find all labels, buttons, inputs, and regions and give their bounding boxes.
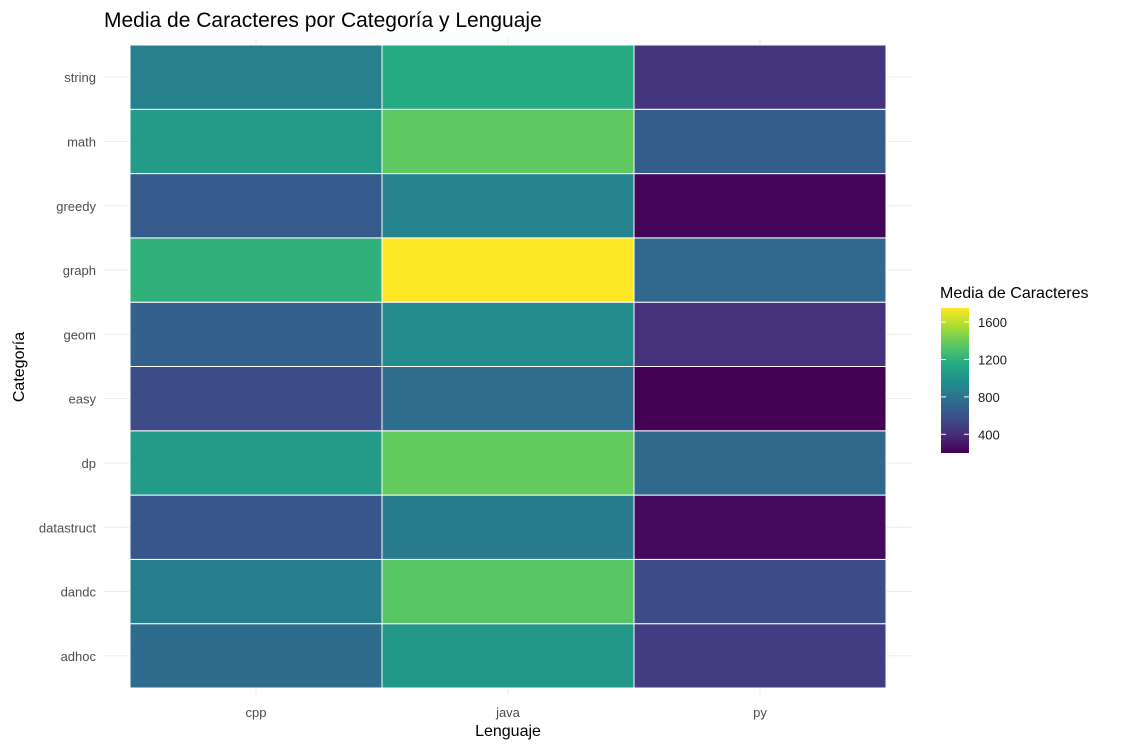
heatmap-cell-datastruct-py xyxy=(633,494,887,560)
y-tick-label: graph xyxy=(63,263,96,278)
heatmap-cell-greedy-cpp xyxy=(129,173,383,239)
legend-colorbar xyxy=(941,308,969,453)
heatmap-cell-string-cpp xyxy=(129,44,383,110)
heatmap-cell-easy-cpp xyxy=(129,366,383,432)
heatmap-cell-geom-py xyxy=(633,301,887,368)
x-tick-label: py xyxy=(753,705,767,720)
heatmap-cell-adhoc-py xyxy=(633,623,887,689)
heatmap-cell-datastruct-cpp xyxy=(129,494,383,560)
heatmap-cell-graph-java xyxy=(381,237,635,303)
heatmap-cell-dandc-java xyxy=(381,558,635,625)
heatmap-cell-greedy-py xyxy=(633,173,887,239)
heatmap-cell-adhoc-cpp xyxy=(129,623,383,689)
heatmap-cell-string-java xyxy=(381,44,635,110)
x-axis-title: Lenguaje xyxy=(475,723,541,740)
heatmap-cell-math-java xyxy=(381,108,635,175)
y-axis-title: Categoría xyxy=(11,332,28,402)
legend-tick-label: 800 xyxy=(978,390,1000,405)
y-tick-label: datastruct xyxy=(39,520,96,535)
heatmap-cell-geom-java xyxy=(381,301,635,368)
legend-tick-label: 1200 xyxy=(978,352,1007,367)
x-axis-ticks: cpp java py xyxy=(246,705,768,720)
heatmap-cell-graph-cpp xyxy=(129,237,383,303)
y-tick-label: string xyxy=(64,70,96,85)
heatmap-cell-adhoc-java xyxy=(381,623,635,689)
heatmap-tiles xyxy=(129,44,887,689)
chart-title: Media de Caracteres por Categoría y Leng… xyxy=(104,9,542,32)
legend-tick-label: 1600 xyxy=(978,315,1007,330)
heatmap-cell-easy-py xyxy=(633,366,887,432)
y-tick-label: geom xyxy=(63,327,96,342)
legend-tick-label: 400 xyxy=(978,427,1000,442)
y-tick-label: easy xyxy=(69,392,97,407)
heatmap-cell-math-cpp xyxy=(129,108,383,175)
y-tick-label: dandc xyxy=(61,585,97,600)
x-tick-label: cpp xyxy=(246,705,267,720)
heatmap-cell-dp-py xyxy=(633,430,887,496)
legend-ticks: 1600 1200 800 400 xyxy=(941,315,1007,442)
heatmap-cell-dp-java xyxy=(381,430,635,496)
x-tick-label: java xyxy=(495,705,521,720)
heatmap-cell-geom-cpp xyxy=(129,301,383,368)
heatmap-cell-dp-cpp xyxy=(129,430,383,496)
y-tick-label: adhoc xyxy=(61,649,97,664)
heatmap-cell-dandc-cpp xyxy=(129,558,383,625)
color-legend: Media de Caracteres 1600 1200 800 400 xyxy=(940,285,1089,453)
heatmap-cell-string-py xyxy=(633,44,887,110)
heatmap-cell-greedy-java xyxy=(381,173,635,239)
heatmap-cell-easy-java xyxy=(381,366,635,432)
y-axis-ticks: adhoc dandc datastruct dp easy geom graph greed… xyxy=(39,70,97,664)
heatmap-cell-datastruct-java xyxy=(381,494,635,560)
y-tick-label: math xyxy=(67,134,96,149)
legend-title: Media de Caracteres xyxy=(940,285,1089,302)
heatmap-cell-dandc-py xyxy=(633,558,887,625)
heatmap-cell-graph-py xyxy=(633,237,887,303)
heatmap-cell-math-py xyxy=(633,108,887,175)
y-tick-label: greedy xyxy=(56,199,96,214)
y-tick-label: dp xyxy=(82,456,96,471)
